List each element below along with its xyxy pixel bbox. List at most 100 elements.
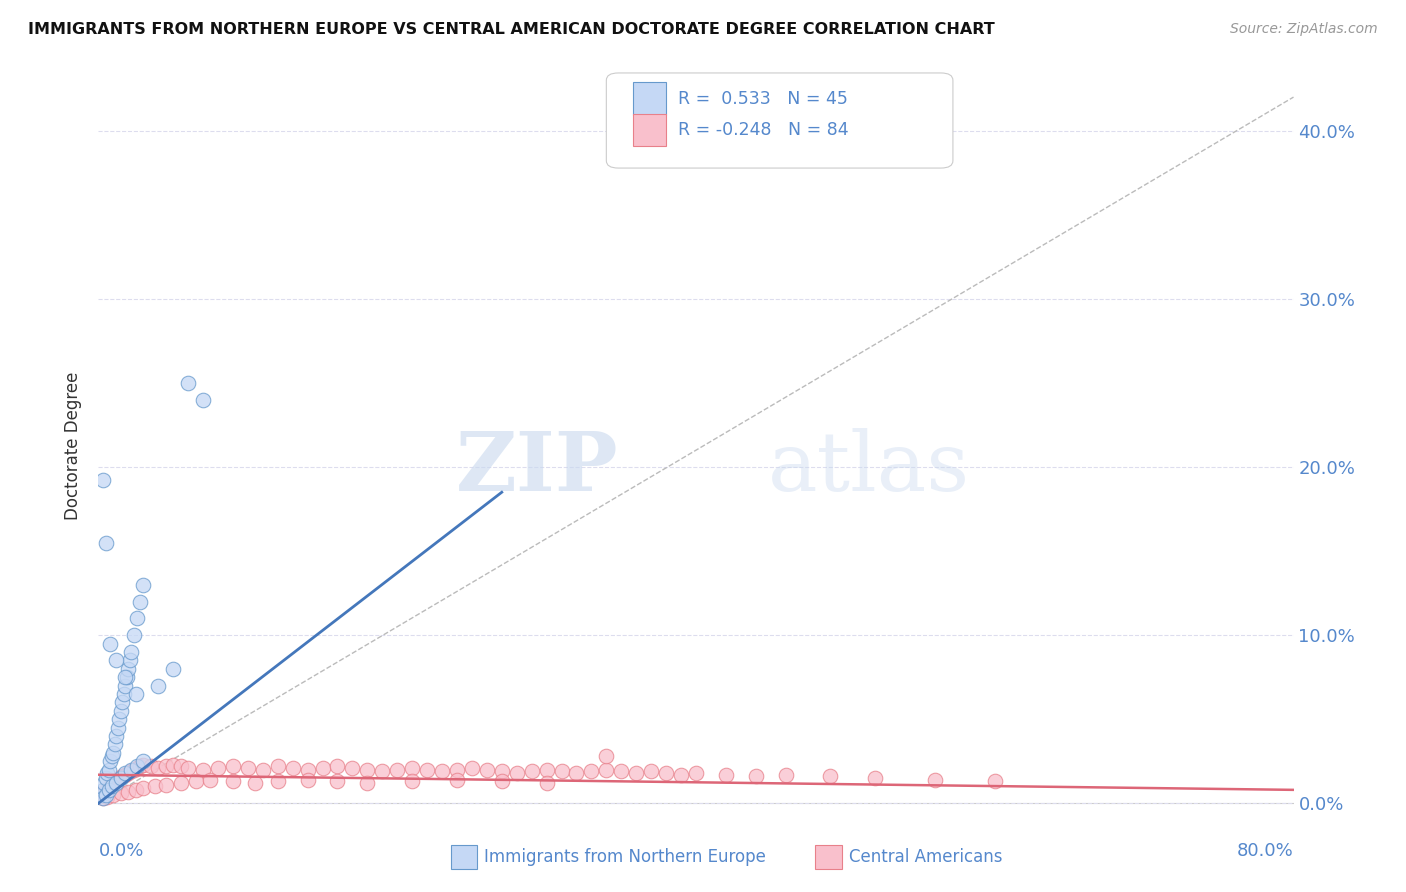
Point xyxy=(245,776,267,790)
Point xyxy=(565,766,588,780)
Point xyxy=(550,764,572,779)
Point xyxy=(110,786,132,800)
Point xyxy=(120,763,142,777)
Point xyxy=(491,764,513,779)
Point xyxy=(110,771,132,785)
Point xyxy=(745,769,768,783)
Point xyxy=(114,679,136,693)
Point xyxy=(101,749,124,764)
Point xyxy=(385,763,409,777)
Point xyxy=(105,772,128,787)
Point xyxy=(114,670,136,684)
Point xyxy=(267,774,290,789)
Point xyxy=(177,376,200,390)
Text: ZIP: ZIP xyxy=(456,428,619,508)
Point xyxy=(90,788,112,802)
Point xyxy=(125,687,148,701)
Point xyxy=(162,757,184,772)
Point xyxy=(120,764,142,779)
Text: Central Americans: Central Americans xyxy=(849,848,1002,866)
Point xyxy=(820,769,842,783)
Text: R = -0.248   N = 84: R = -0.248 N = 84 xyxy=(678,121,849,139)
Point xyxy=(98,780,122,794)
Point xyxy=(111,695,134,709)
Point xyxy=(125,782,148,797)
Point xyxy=(685,766,707,780)
Text: Immigrants from Northern Europe: Immigrants from Northern Europe xyxy=(485,848,766,866)
Point xyxy=(96,782,118,797)
Point xyxy=(984,774,1007,789)
Point xyxy=(104,738,127,752)
Point xyxy=(475,763,498,777)
Point xyxy=(132,578,155,592)
Text: 80.0%: 80.0% xyxy=(1237,842,1294,860)
Point xyxy=(491,774,513,789)
Point xyxy=(356,763,378,777)
Point xyxy=(103,746,125,760)
Point xyxy=(177,761,200,775)
Point xyxy=(669,768,692,782)
Point xyxy=(120,645,142,659)
Point xyxy=(115,670,138,684)
Point xyxy=(112,687,135,701)
Point xyxy=(148,679,170,693)
Point xyxy=(610,764,633,779)
Point xyxy=(595,763,617,777)
Point xyxy=(132,757,155,772)
Point xyxy=(775,768,797,782)
Point xyxy=(311,761,333,775)
Point xyxy=(105,776,128,790)
Point xyxy=(536,763,558,777)
Y-axis label: Doctorate Degree: Doctorate Degree xyxy=(65,372,83,520)
Text: IMMIGRANTS FROM NORTHERN EUROPE VS CENTRAL AMERICAN DOCTORATE DEGREE CORRELATION: IMMIGRANTS FROM NORTHERN EUROPE VS CENTR… xyxy=(28,22,995,37)
Point xyxy=(97,763,120,777)
Point xyxy=(91,791,114,805)
Point xyxy=(94,771,117,785)
Point xyxy=(91,791,114,805)
Point xyxy=(127,761,149,775)
Point xyxy=(114,768,136,782)
Point xyxy=(139,759,162,773)
Point xyxy=(127,759,149,773)
Point xyxy=(536,776,558,790)
Point xyxy=(520,764,543,779)
Point xyxy=(169,776,191,790)
Point xyxy=(655,766,678,780)
Point xyxy=(222,774,245,789)
Point xyxy=(581,764,603,779)
Point xyxy=(117,784,139,798)
Point xyxy=(132,781,155,796)
Point xyxy=(326,774,349,789)
Point xyxy=(107,721,129,735)
FancyBboxPatch shape xyxy=(451,846,477,869)
FancyBboxPatch shape xyxy=(815,846,842,869)
Point xyxy=(108,712,131,726)
Point xyxy=(108,771,131,785)
Point xyxy=(191,763,214,777)
FancyBboxPatch shape xyxy=(606,73,953,168)
Point xyxy=(124,763,146,777)
Point xyxy=(207,761,229,775)
Point xyxy=(94,535,117,549)
Point xyxy=(401,761,423,775)
Point xyxy=(626,766,648,780)
Point xyxy=(97,782,120,797)
Point xyxy=(143,780,166,794)
Point xyxy=(111,769,134,783)
Point xyxy=(401,774,423,789)
Point xyxy=(91,474,114,488)
Text: atlas: atlas xyxy=(768,428,970,508)
Point xyxy=(90,788,112,802)
Point xyxy=(96,766,118,780)
Point xyxy=(155,778,177,792)
Point xyxy=(416,763,439,777)
Point xyxy=(98,636,122,650)
Point xyxy=(118,653,141,667)
Point xyxy=(110,704,132,718)
Point xyxy=(356,776,378,790)
Point xyxy=(446,763,468,777)
Point xyxy=(132,754,155,768)
Point xyxy=(105,729,128,743)
Point xyxy=(155,759,177,773)
FancyBboxPatch shape xyxy=(633,113,666,146)
